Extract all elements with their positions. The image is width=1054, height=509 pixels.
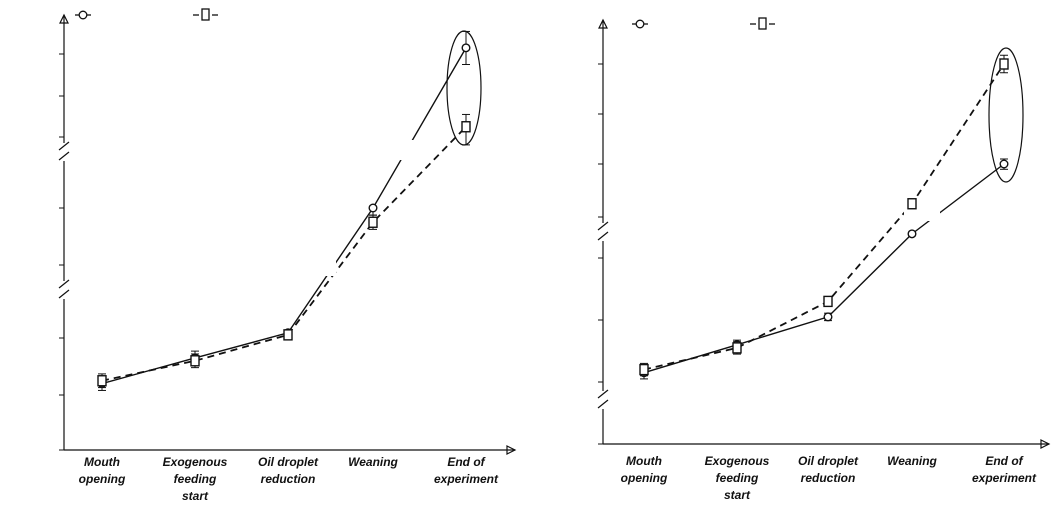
c1-axis-break-gap-0: [600, 391, 606, 409]
c0-axis-break-0: [58, 289, 70, 299]
c0-x-tick-label: Exogenous: [163, 455, 228, 469]
c1-point-wild-2: [823, 295, 833, 308]
c1-highlight-ellipse: [988, 47, 1024, 183]
c1-x-tick-label: Mouth: [626, 454, 662, 468]
c1-point-wild-4: [999, 58, 1009, 70]
c0-point-wild-4: [461, 121, 471, 133]
c0-axis-break-1: [58, 151, 70, 161]
c1-axis-break-0: [597, 399, 609, 409]
c0-point-wild-1: [190, 355, 200, 367]
c0-axis-break-gap-0: [61, 281, 67, 299]
c1-point-wild-0: [639, 363, 649, 376]
c1-point-domesticated-4: [999, 159, 1009, 169]
c0-axis-break-1: [58, 141, 70, 151]
c1-series-line-wild: [643, 63, 1005, 371]
c0-point-domesticated-4: [461, 43, 471, 53]
c0-line-gap-1: [306, 258, 336, 276]
c0-axis-break-0: [58, 279, 70, 289]
c0-x-tick-label: reduction: [261, 472, 316, 486]
c1-series-line-domesticated: [643, 163, 1005, 374]
c0-x-tick-label: experiment: [434, 472, 499, 486]
c1-x-tick-label: Oil droplet: [798, 454, 859, 468]
c1-axis-break-gap-1: [600, 223, 606, 241]
c1-x-tick-label: End of: [985, 454, 1023, 468]
c0-x-tick-label: Oil droplet: [258, 455, 319, 469]
c1-x-tick-label: Exogenous: [705, 454, 770, 468]
c0-x-tick-label: Mouth: [84, 455, 120, 469]
c0-y-axis-arrow: [59, 13, 69, 24]
c1-point-domesticated-2: [823, 312, 833, 322]
c0-legend-marker-domesticated: [78, 10, 88, 20]
c1-x-tick-label: Weaning: [887, 454, 937, 468]
c0-point-domesticated-3: [368, 203, 378, 213]
c1-x-tick-label: reduction: [801, 471, 856, 485]
c0-point-wild-3: [368, 216, 378, 228]
c1-axis-break-0: [597, 389, 609, 399]
c0-x-axis-arrow: [506, 445, 517, 455]
c0-x-tick-label: End of: [447, 455, 485, 469]
c0-highlight-ellipse: [446, 30, 482, 146]
c0-x-tick-label: opening: [79, 472, 126, 486]
c1-axis-break-1: [597, 221, 609, 231]
c1-x-axis-arrow: [1040, 439, 1051, 449]
c0-series-line-wild: [101, 126, 467, 382]
c0-point-wild-2: [283, 329, 293, 341]
c0-axis-break-gap-1: [61, 143, 67, 161]
c1-point-wild-1: [732, 342, 742, 354]
c1-legend-marker-domesticated: [635, 19, 645, 29]
c1-line-gap-0: [904, 209, 940, 221]
c1-legend-marker-wild: [758, 17, 767, 30]
c0-legend-marker-wild: [201, 8, 210, 21]
c1-point-domesticated-3: [907, 229, 917, 239]
c0-x-tick-label: start: [182, 489, 209, 503]
c0-x-tick-label: feeding: [174, 472, 217, 486]
c1-y-axis-arrow: [598, 18, 608, 29]
c1-x-tick-label: start: [724, 488, 751, 502]
c0-line-gap-0: [400, 140, 414, 160]
c1-x-tick-label: opening: [621, 471, 668, 485]
c0-x-tick-label: Weaning: [348, 455, 398, 469]
c1-axis-break-1: [597, 231, 609, 241]
c0-point-wild-0: [97, 375, 107, 387]
c1-point-wild-3: [907, 198, 917, 210]
c1-x-tick-label: feeding: [716, 471, 759, 485]
c1-x-tick-label: experiment: [972, 471, 1037, 485]
